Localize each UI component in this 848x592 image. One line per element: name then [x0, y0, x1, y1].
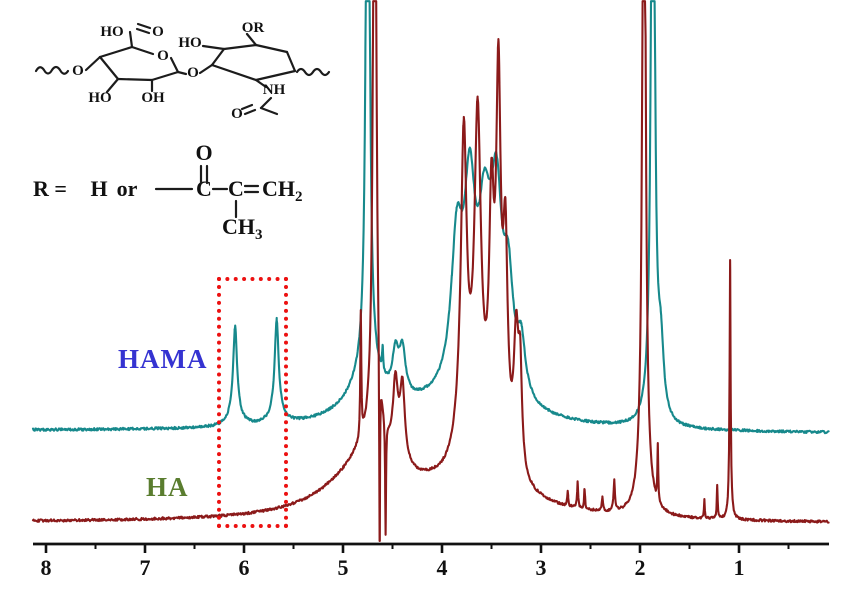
x-tick-label: 1 — [734, 555, 745, 580]
ha-trace — [31, 0, 830, 543]
r-carbonyl-c: C — [196, 176, 212, 201]
label-ho-right: HO — [178, 35, 201, 51]
label-o-ring: O — [157, 48, 169, 64]
label-o-acetyl: O — [231, 106, 243, 122]
x-tick-label: 3 — [536, 555, 547, 580]
r-h-text: H — [90, 176, 107, 201]
molecule-structure: HO O O O HO OH O HO OR NH O — [34, 20, 331, 122]
label-o-glycosidic: O — [187, 65, 199, 81]
left-chain-squiggle — [34, 65, 70, 75]
label-ho-bottom: HO — [88, 90, 111, 106]
r-ch2-subscript: 2 — [295, 189, 303, 205]
label-oh-bottom: OH — [141, 90, 165, 106]
hama-series-label: HAMA — [118, 344, 208, 374]
r-group-definition: R = H or C O C CH 2 CH 3 — [33, 140, 303, 243]
label-ho-carboxyl: HO — [100, 24, 123, 40]
x-tick-label: 7 — [140, 555, 151, 580]
ha-series-label: HA — [146, 472, 189, 502]
hama-trace — [31, 0, 830, 435]
r-ch3-text: CH — [222, 214, 255, 239]
r-ch3-subscript: 3 — [255, 227, 263, 243]
r-vinyl-c: C — [228, 176, 244, 201]
label-nh: NH — [263, 82, 286, 98]
label-or: OR — [242, 20, 265, 36]
x-tick-label: 8 — [41, 555, 52, 580]
x-tick-label: 5 — [338, 555, 349, 580]
r-equals-text: R = — [33, 176, 67, 201]
r-or-text: or — [117, 176, 138, 201]
x-tick-label: 2 — [635, 555, 646, 580]
label-o-carboxyl: O — [152, 24, 164, 40]
label-o-chain: O — [72, 63, 84, 79]
r-ch2-text: CH — [262, 176, 295, 201]
x-tick-label: 6 — [239, 555, 250, 580]
x-tick-label: 4 — [437, 555, 448, 580]
vinyl-region-highlight-box — [217, 277, 288, 528]
r-carbonyl-o: O — [195, 140, 212, 165]
right-chain-squiggle — [295, 67, 331, 77]
